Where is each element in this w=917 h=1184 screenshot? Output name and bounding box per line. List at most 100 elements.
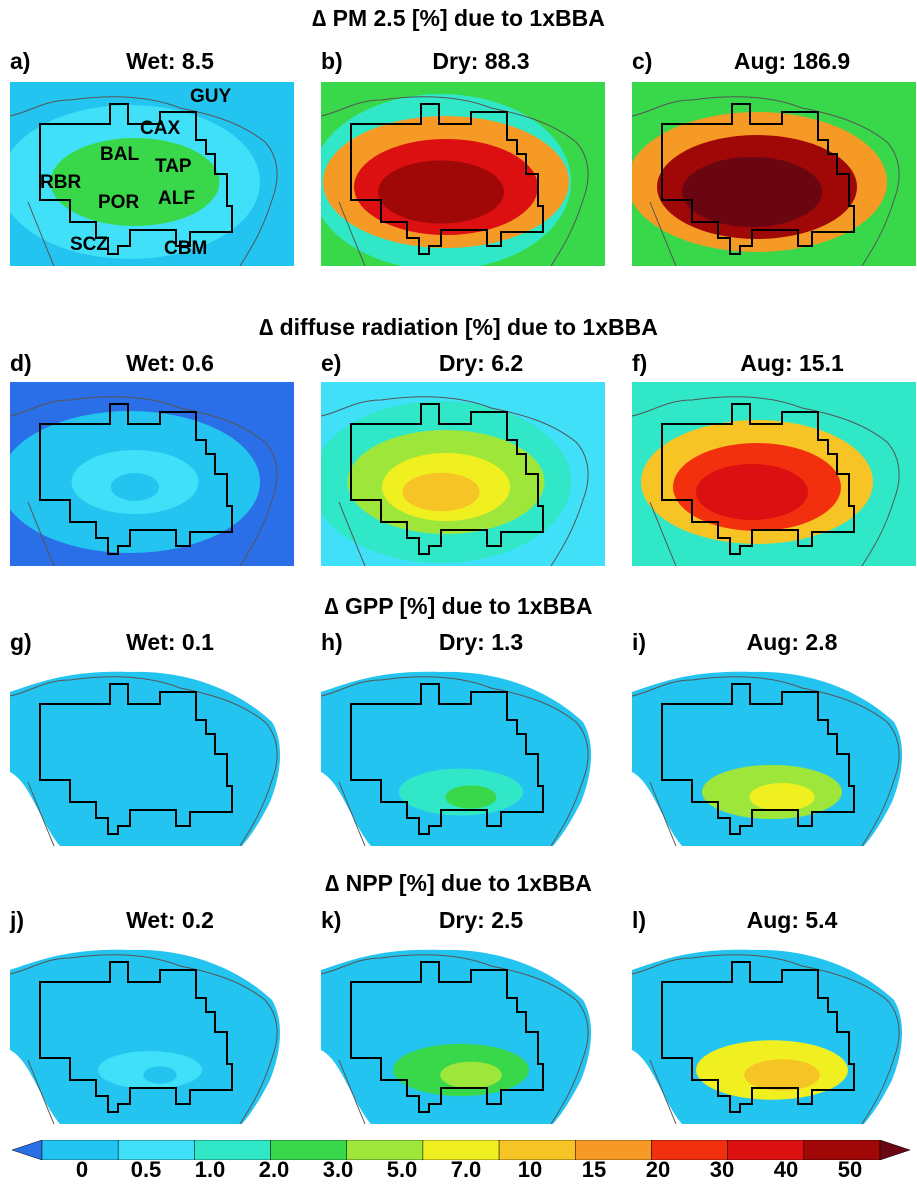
panel-letter: i): [632, 629, 647, 655]
panel-letter: l): [632, 907, 647, 933]
colorbar-tick-label: 0.5: [130, 1157, 162, 1182]
field-hotspot: [682, 157, 822, 227]
site-label: GUY: [190, 86, 232, 107]
panel-letter: d): [10, 350, 32, 376]
panel-stat-label: Dry: 2.5: [438, 907, 524, 933]
panel-stat-label: Aug: 5.4: [746, 907, 838, 933]
colorbar-tick-label: 2.0: [258, 1157, 290, 1182]
panel-stat-label: Wet: 8.5: [126, 48, 214, 74]
study-region-outline: [661, 683, 855, 835]
site-label: RBR: [40, 172, 81, 193]
map-panel: [10, 382, 294, 566]
map-panel: [632, 940, 916, 1124]
map-panel: [632, 662, 916, 846]
panel-stat-label: Dry: 1.3: [438, 629, 524, 655]
coastline: [10, 96, 278, 266]
site-label: CBM: [164, 238, 207, 259]
panel-stat-label: Aug: 15.1: [740, 350, 844, 376]
panel-stat-label: Dry: 88.3: [432, 48, 530, 74]
study-region-outline: [39, 961, 233, 1113]
coastline: [649, 201, 677, 266]
site-label: ALF: [158, 188, 195, 209]
panel-letter: a): [10, 48, 31, 74]
colorbar-arrow-low: [12, 1140, 43, 1160]
colorbar-tick-label: 10: [517, 1157, 543, 1182]
site-label: SCZ: [70, 234, 108, 255]
section-title-npp: ∆ NPP [%] due to 1xBBA: [325, 870, 592, 896]
coastline: [321, 96, 589, 266]
panel-stat-label: Wet: 0.2: [126, 907, 214, 933]
field-core: [749, 783, 815, 811]
map-panel: GUY CAX BAL TAP RBR POR ALF SCZ CBM: [10, 82, 294, 266]
field-hotspot: [105, 179, 155, 205]
coastline: [10, 676, 278, 846]
panel-stat-label: Wet: 0.1: [126, 629, 214, 655]
field-core: [440, 1061, 502, 1089]
site-label: BAL: [100, 144, 139, 165]
colorbar-tick-label: 30: [709, 1157, 735, 1182]
colorbar-tick-label: 5.0: [386, 1157, 418, 1182]
map-panel: [321, 662, 605, 846]
colorbar-tick-label: 1.0: [194, 1157, 226, 1182]
study-region-outline: [350, 103, 544, 255]
coastline: [27, 781, 55, 846]
panel-letter: f): [632, 350, 648, 376]
panel-letter: h): [321, 629, 343, 655]
panel-stat-label: Wet: 0.6: [126, 350, 214, 376]
map-panel: [632, 382, 916, 566]
map-panel: [321, 940, 605, 1124]
coastline: [338, 201, 366, 266]
coastline: [632, 676, 900, 846]
panel-letter: c): [632, 48, 653, 74]
panel-letter: k): [321, 907, 342, 933]
land-field: [10, 671, 281, 846]
study-region-outline: [350, 683, 544, 835]
field-hotspot: [696, 464, 808, 520]
colorbar-tick-label: 3.0: [322, 1157, 354, 1182]
panel-stat-label: Dry: 6.2: [438, 350, 524, 376]
coastline: [10, 396, 278, 566]
study-region-outline: [350, 403, 544, 555]
coastline: [632, 396, 900, 566]
study-region-outline: [661, 961, 855, 1113]
field-core: [744, 1059, 820, 1091]
study-region-outline: [39, 103, 233, 255]
coastline: [338, 781, 366, 846]
land-field: [321, 949, 592, 1124]
panel-letter: e): [321, 350, 342, 376]
site-label: POR: [98, 192, 139, 213]
map-panel: [10, 662, 294, 846]
field-core: [143, 1066, 177, 1084]
colorbar-tick-label: 15: [581, 1157, 607, 1182]
colorbar: [12, 1140, 911, 1160]
coastline: [649, 1059, 677, 1124]
colorbar-arrow-high: [879, 1140, 911, 1160]
coastline: [632, 954, 900, 1124]
site-label: CAX: [140, 118, 180, 139]
field-hotspot: [378, 160, 504, 224]
coastline: [27, 501, 55, 566]
panel-letter: j): [10, 907, 25, 933]
colorbar-tick-label: 0: [75, 1157, 89, 1182]
section-title-gpp: ∆ GPP [%] due to 1xBBA: [324, 593, 593, 619]
map-panel: [632, 82, 916, 266]
panel-letter: b): [321, 48, 343, 74]
section-title-diffuse-radiation: ∆ diffuse radiation [%] due to 1xBBA: [259, 314, 658, 340]
colorbar-tick-label: 20: [645, 1157, 671, 1182]
field-hotspot: [126, 490, 134, 494]
study-region-outline: [661, 103, 855, 255]
coastline: [632, 96, 900, 266]
site-label: TAP: [155, 156, 192, 177]
coastline: [338, 501, 366, 566]
panel-stat-label: Aug: 186.9: [733, 48, 851, 74]
panel-stat-label: Aug: 2.8: [746, 629, 838, 655]
land-field: [10, 949, 281, 1124]
colorbar-tick-label: 7.0: [450, 1157, 482, 1182]
map-panel: [10, 940, 294, 1124]
panel-letter: g): [10, 629, 32, 655]
study-region-outline: [661, 403, 855, 555]
coastline: [649, 781, 677, 846]
coastline: [27, 201, 55, 266]
map-panel: [321, 382, 605, 566]
colorbar-tick-label: 40: [773, 1157, 799, 1182]
